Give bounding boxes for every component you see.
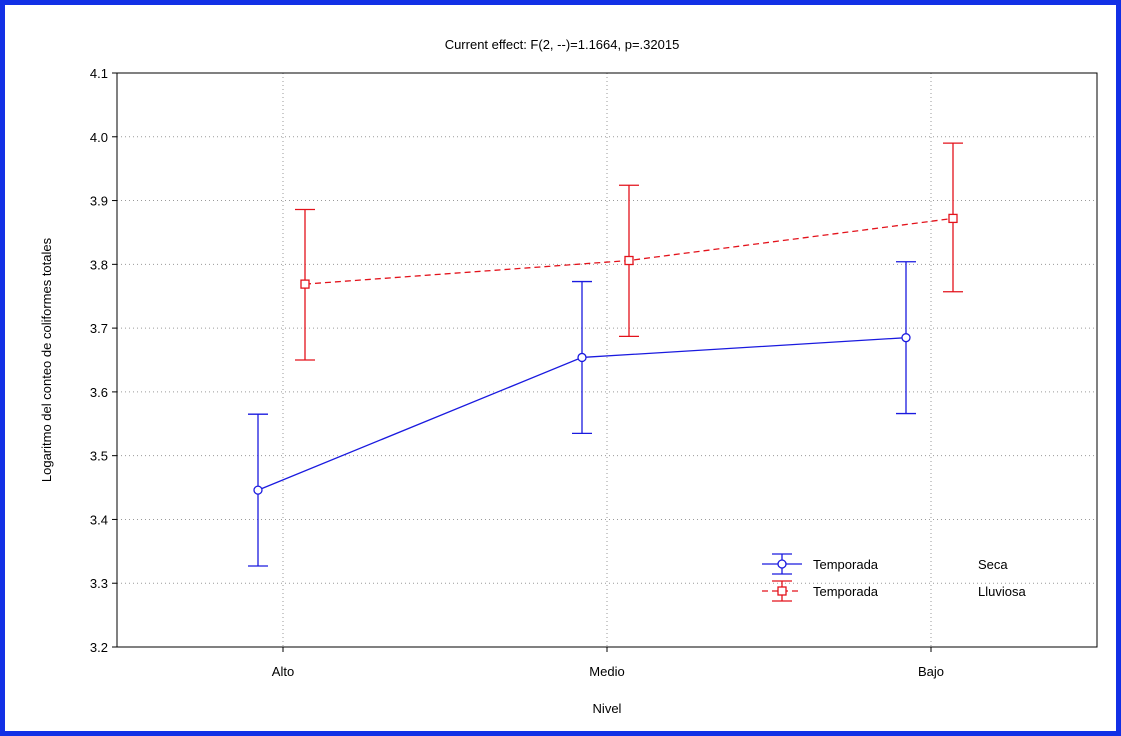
series-seca [248,261,916,567]
x-tick-label: Alto [272,664,294,679]
legend-label: Temporada [813,557,879,572]
y-tick-label: 3.6 [90,385,108,400]
axis-ticks: 3.2 3.3 3.4 3.5 3.6 3.7 3.8 3.9 4.0 4.1 Alto Medio B… [90,66,944,679]
y-tick-label: 3.9 [90,194,108,209]
plot-area [116,72,1098,648]
y-tick-label: 3.3 [90,576,108,591]
data-point [300,279,310,289]
legend-item-seca: Temporada Seca [762,553,1008,575]
x-tick-label: Bajo [918,664,944,679]
chart-title: Current effect: F(2, --)=1.1664, p=.3201… [445,37,680,52]
legend-value: Seca [978,557,1008,572]
data-point [948,213,958,224]
x-tick-label: Medio [589,664,624,679]
y-tick-label: 3.4 [90,512,108,527]
data-point [901,333,911,343]
y-tick-label: 4.1 [90,66,108,81]
legend-marker [777,586,787,596]
legend-item-lluviosa: Temporada Lluviosa [762,580,1026,602]
x-axis-title: Nivel [593,701,622,716]
gridlines [117,73,1097,647]
y-tick-label: 3.7 [90,321,108,336]
y-axis-title: Logaritmo del conteo de coliformes total… [39,237,54,482]
data-point [577,352,587,363]
y-tick-label: 4.0 [90,130,108,145]
y-tick-label: 3.2 [90,640,108,655]
legend-label: Temporada [813,584,879,599]
data-point [253,485,263,495]
legend: Temporada Seca Temporada Lluviosa [762,553,1026,602]
legend-marker [777,559,787,569]
series-lluviosa [295,142,963,361]
y-tick-label: 3.8 [90,257,108,272]
y-tick-label: 3.5 [90,449,108,464]
data-point [624,255,634,266]
series-group [248,142,963,567]
legend-value: Lluviosa [978,584,1026,599]
